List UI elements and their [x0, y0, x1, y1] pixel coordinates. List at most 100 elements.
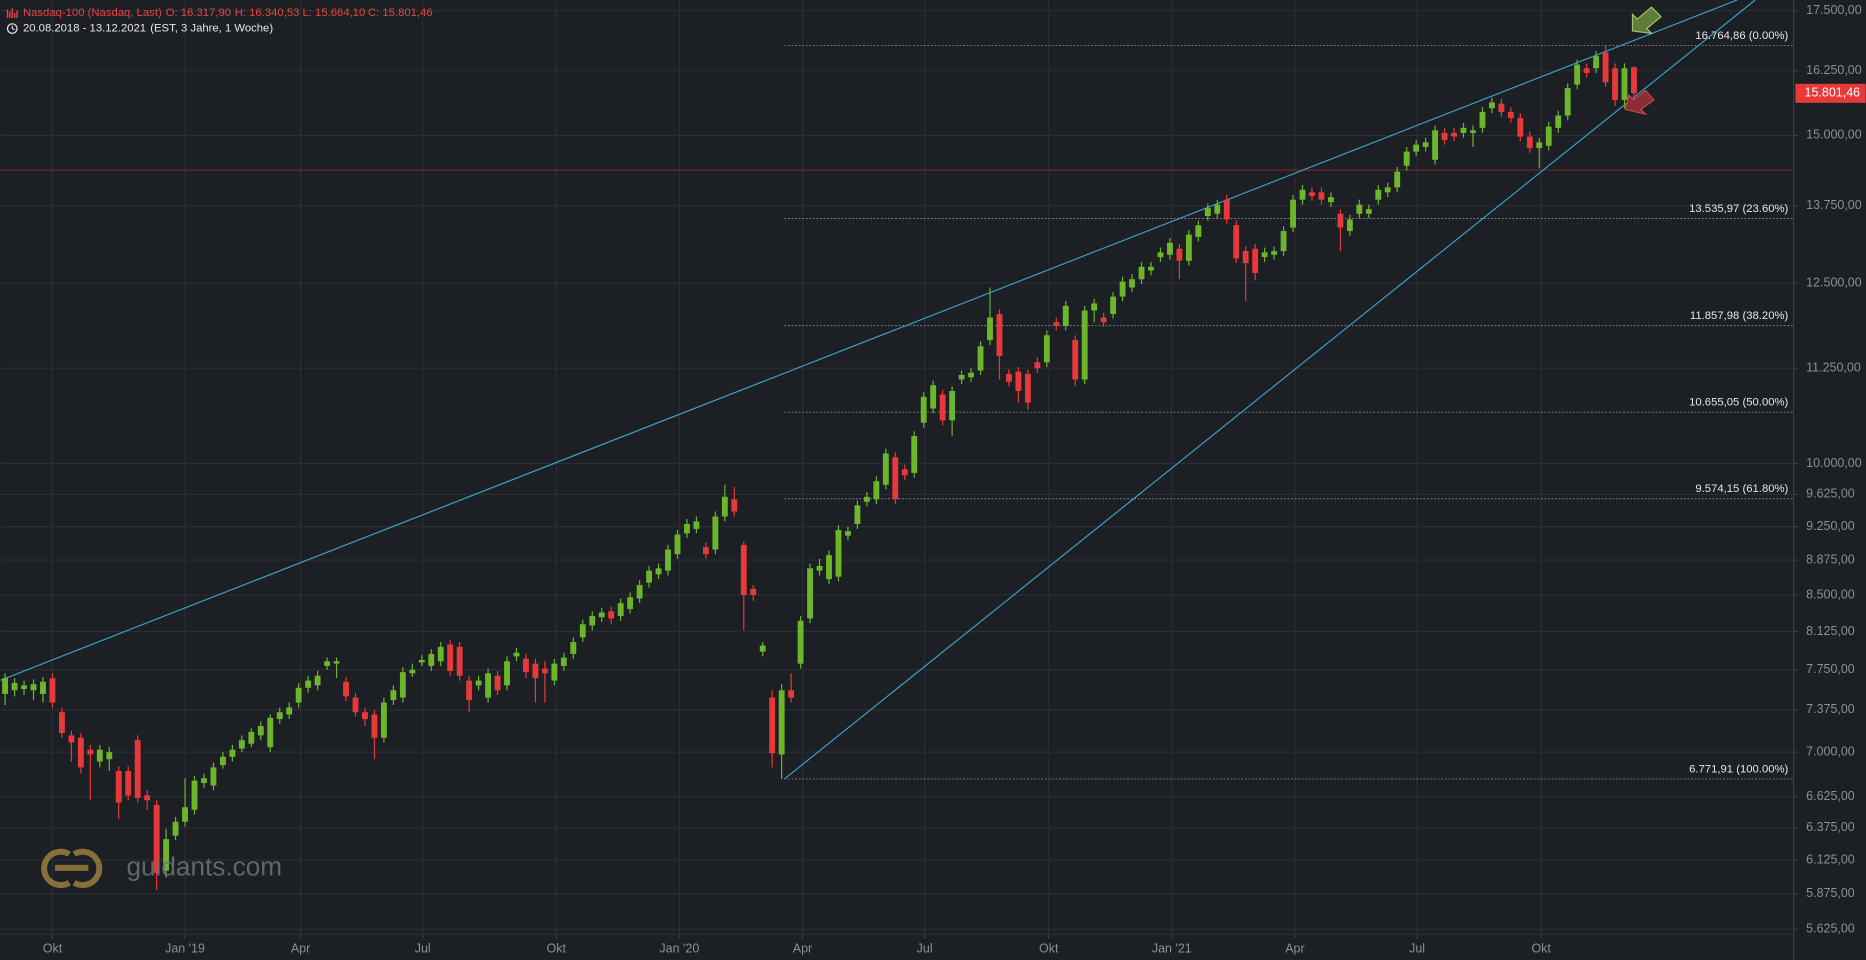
- y-tick-label: 11.250,00: [1806, 361, 1861, 375]
- candle-body: [939, 394, 946, 421]
- candle-body: [390, 690, 397, 701]
- candle-body: [740, 544, 747, 596]
- candle-body: [324, 661, 331, 667]
- candle-body: [267, 717, 274, 748]
- logo-bar: [55, 864, 89, 871]
- fib-label: 10.655,05 (50.00%): [1689, 397, 1788, 409]
- fib-label: 16.764,86 (0.00%): [1695, 30, 1788, 42]
- x-tick-label: Jul: [917, 942, 933, 956]
- y-tick-label: 12.500,00: [1806, 275, 1862, 289]
- candle-body: [1261, 252, 1268, 258]
- candle-body: [238, 740, 245, 749]
- candle-body: [1356, 204, 1363, 214]
- candle-body: [68, 735, 75, 743]
- candle-body: [21, 685, 27, 689]
- candle-body: [1403, 151, 1410, 166]
- candle-body: [257, 726, 264, 736]
- candle-body: [1290, 199, 1296, 228]
- candle-body: [1536, 142, 1543, 149]
- candle-body: [1195, 225, 1202, 237]
- candle-body: [1631, 67, 1637, 94]
- x-tick-label: Okt: [43, 942, 63, 956]
- candle-body: [968, 372, 974, 378]
- chart-meta: (EST, 3 Jahre, 1 Woche): [150, 23, 273, 35]
- candle-body: [456, 646, 463, 676]
- y-tick-label: 5.875,00: [1806, 886, 1855, 900]
- fib-label: 6.771,91 (100.00%): [1689, 763, 1788, 775]
- fib-label: 13.535,97 (23.60%): [1689, 203, 1788, 215]
- candle-body: [797, 620, 804, 664]
- candle-body: [1204, 208, 1211, 217]
- y-tick-label: 15.000,00: [1806, 128, 1862, 142]
- trend-line: [784, 0, 1756, 780]
- candle-body: [210, 767, 217, 786]
- watermark: guidants.com: [41, 848, 282, 888]
- candle-body: [1223, 199, 1230, 220]
- candle-body: [248, 731, 255, 744]
- candle-body: [172, 821, 179, 836]
- candle-body: [892, 457, 899, 500]
- y-tick-label: 5.625,00: [1806, 921, 1855, 935]
- logo-arc: [41, 848, 71, 888]
- candle-body: [665, 549, 671, 571]
- candle-body: [1365, 209, 1372, 214]
- candle-body: [920, 396, 927, 423]
- candle-body: [295, 687, 302, 703]
- candle-body: [1337, 213, 1344, 228]
- candle-body: [1384, 187, 1391, 193]
- candle-body: [911, 436, 918, 473]
- trend-line: [0, 0, 1738, 681]
- candle-body: [1470, 130, 1476, 133]
- candle-body: [759, 645, 766, 652]
- candle-body: [1583, 68, 1590, 73]
- candle-body: [1138, 266, 1145, 280]
- x-tick-label: Jan '20: [659, 942, 699, 956]
- candle-body: [807, 568, 814, 619]
- candle-body: [1119, 281, 1126, 297]
- candle-body: [589, 616, 596, 626]
- ohlc-high: H: 16.340,53: [235, 7, 300, 19]
- candle-body: [1574, 64, 1581, 85]
- candle-body: [1498, 103, 1505, 112]
- overlay: 16.764,86 (0.00%) 13.535,97 (23.60%) 11.85…: [0, 0, 1794, 780]
- candle-body: [125, 771, 132, 796]
- candle-body: [229, 749, 236, 757]
- candle-body: [617, 603, 624, 617]
- candle-body: [1488, 102, 1495, 109]
- candle-body: [11, 682, 18, 691]
- candle-body: [399, 672, 406, 698]
- candle-body: [1091, 303, 1098, 311]
- candle-body: [437, 646, 444, 662]
- candle-body: [1451, 132, 1457, 137]
- candle-body: [191, 780, 198, 810]
- candle-body: [863, 496, 870, 502]
- candle-body: [1602, 52, 1609, 83]
- candle-body: [655, 568, 662, 575]
- y-tick-label: 7.375,00: [1806, 702, 1855, 716]
- candle-body: [115, 771, 122, 803]
- x-tick-label: Jul: [1409, 942, 1425, 956]
- y-tick-label: 8.875,00: [1806, 552, 1855, 566]
- candle-body: [816, 565, 823, 571]
- candles: [2, 45, 1637, 890]
- x-tick-label: Apr: [793, 942, 812, 956]
- axes: 17.500,00 16.250,00 15.000,00 13.750,00 12.5…: [43, 3, 1866, 956]
- candle-body: [144, 795, 151, 801]
- candle-body: [475, 680, 482, 686]
- candle-body: [1157, 252, 1164, 258]
- x-tick-label: Okt: [547, 942, 567, 956]
- ohlc-low: L: 15.664,10: [303, 7, 366, 19]
- candle-body: [219, 756, 226, 766]
- candle-body: [627, 597, 634, 609]
- candle-body: [1176, 248, 1183, 261]
- candle-body: [1072, 340, 1079, 380]
- candle-body: [1621, 68, 1628, 100]
- candle-body: [636, 585, 643, 599]
- candle-body: [371, 714, 378, 738]
- candle-body: [570, 642, 577, 654]
- candle-body: [560, 657, 567, 667]
- candle-body: [646, 570, 653, 583]
- x-tick-label: Jan '21: [1152, 942, 1192, 956]
